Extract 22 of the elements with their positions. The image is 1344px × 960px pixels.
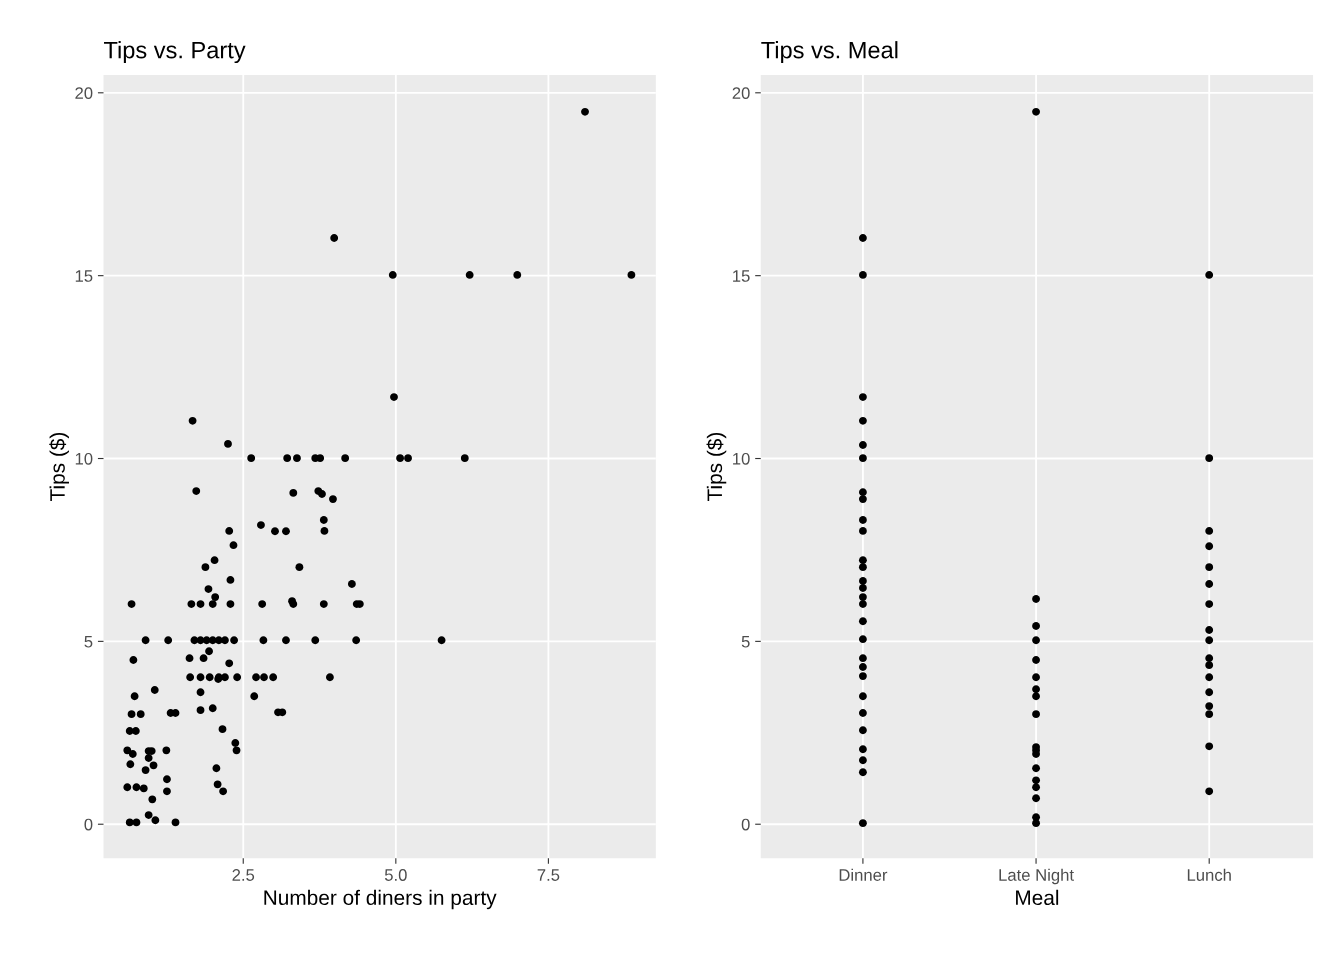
y-tick-label: 20 [732, 87, 750, 99]
y-tick-label: 0 [84, 818, 93, 831]
y-tick-label: 15 [75, 270, 93, 282]
x-tick-label: Dinner [839, 868, 888, 881]
x-tick-label: Late Night [999, 868, 1074, 885]
x-tick-label: 5.0 [384, 869, 407, 881]
chart-title: Tips vs. Party [104, 41, 246, 64]
y-tick-label: 5 [741, 635, 750, 648]
chart-title: Tips vs. Meal [761, 41, 898, 64]
x-tick-label: 7.5 [537, 869, 560, 881]
y-tick-label: 5 [84, 635, 93, 648]
y-tick-label: 10 [75, 452, 93, 465]
y-tick-label: 20 [75, 87, 93, 99]
y-tick-label: 0 [741, 818, 750, 831]
y-axis-title: Tips ($) [49, 432, 69, 501]
x-axis-title: Meal [1016, 889, 1059, 906]
y-axis-title: Tips ($) [706, 432, 727, 501]
y-tick-label: 15 [733, 270, 750, 282]
x-axis-title: Number of diners in party [264, 889, 497, 910]
y-tick-label: 10 [733, 452, 750, 465]
x-tick-label: 2.5 [232, 869, 255, 881]
x-tick-label: Lunch [1187, 868, 1231, 881]
